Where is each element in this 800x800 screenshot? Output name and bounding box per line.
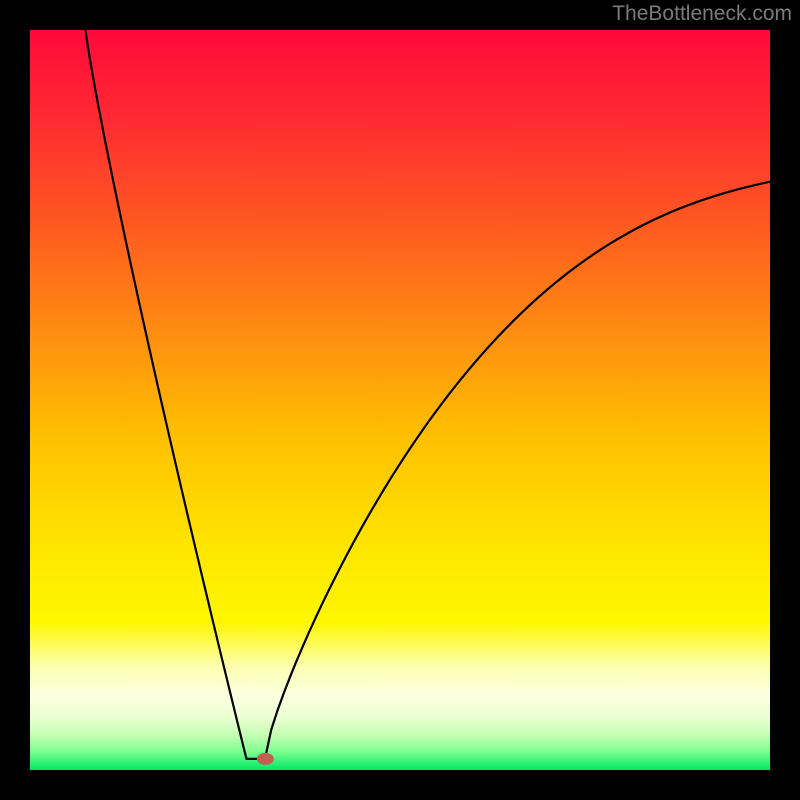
plot-background: [30, 30, 770, 770]
bottleneck-chart: [0, 0, 800, 800]
watermark-text: TheBottleneck.com: [612, 2, 792, 26]
chart-container: TheBottleneck.com: [0, 0, 800, 800]
optimal-point-marker: [257, 753, 274, 765]
